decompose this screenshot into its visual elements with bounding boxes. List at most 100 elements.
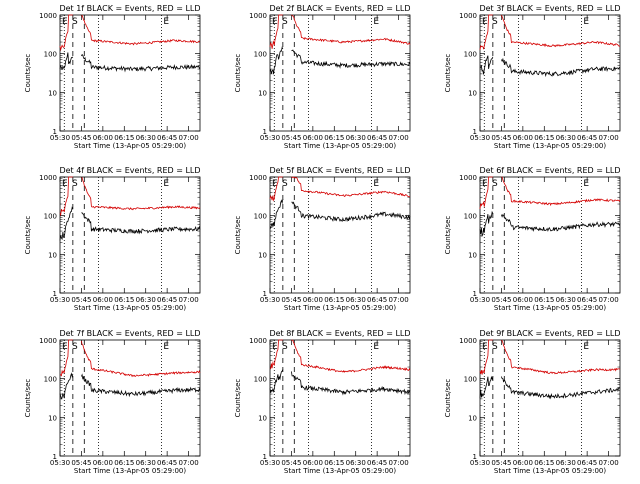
marker-label: E <box>373 342 379 352</box>
x-tick-label: 06:30 <box>346 296 366 304</box>
detector-panel: Det 4f BLACK = Events, RED = LLD 1 10 100 10… <box>24 166 201 312</box>
y-tick-label: 1000 <box>459 337 477 345</box>
lld-series-line <box>81 177 201 211</box>
x-axis-label: Start Time (13-Apr-05 05:29:00) <box>74 142 186 150</box>
marker-label: S <box>282 17 288 27</box>
x-tick-label: 06:00 <box>93 459 113 467</box>
marker-label: S <box>282 342 288 352</box>
y-tick-label: 10 <box>258 89 267 97</box>
x-tick-label: 06:15 <box>324 134 344 142</box>
lld-series-line <box>269 339 283 370</box>
marker-label: E <box>272 342 278 352</box>
x-tick-label: 06:45 <box>367 296 387 304</box>
x-tick-label: 07:00 <box>178 296 198 304</box>
y-tick-label: 100 <box>44 213 57 221</box>
x-tick-label: 07:00 <box>388 296 408 304</box>
y-tick-label: 1 <box>53 453 57 461</box>
marker-label: E <box>482 342 488 352</box>
events-series-line <box>291 49 411 69</box>
plot-frame <box>59 339 201 457</box>
detector-panel: Det 9f BLACK = Events, RED = LLD 1 10 100 10… <box>444 329 621 475</box>
detector-panel: Det 6f BLACK = Events, RED = LLD 1 10 100 10… <box>444 166 621 312</box>
y-axis-label: Counts/sec <box>24 379 32 418</box>
x-axis-label: Start Time (13-Apr-05 05:29:00) <box>74 467 186 475</box>
events-series-line <box>269 369 284 394</box>
lld-series-line <box>269 176 283 202</box>
y-tick-label: 10 <box>468 251 477 259</box>
x-tick-label: 07:00 <box>598 296 618 304</box>
x-tick-label: 06:15 <box>324 459 344 467</box>
detector-panel: Det 5f BLACK = Events, RED = LLD 1 10 100 10… <box>234 166 411 312</box>
y-tick-label: 1000 <box>39 174 57 182</box>
x-tick-label: 06:30 <box>136 134 156 142</box>
x-tick-label: 05:30 <box>50 296 70 304</box>
marker-label: E <box>62 17 68 27</box>
x-tick-label: 06:30 <box>556 296 576 304</box>
y-tick-label: 100 <box>44 51 57 59</box>
x-tick-label: 07:00 <box>598 459 618 467</box>
x-tick-label: 05:30 <box>260 134 280 142</box>
plot-frame <box>59 176 201 294</box>
x-tick-label: 05:45 <box>71 459 91 467</box>
y-tick-label: 1 <box>473 453 477 461</box>
panel-title: Det 7f BLACK = Events, RED = LLD <box>59 329 200 338</box>
x-tick-label: 06:00 <box>513 296 533 304</box>
x-tick-label: 06:45 <box>367 134 387 142</box>
detector-panel: Det 3f BLACK = Events, RED = LLD 1 10 100 10… <box>444 4 621 150</box>
x-axis-label: Start Time (13-Apr-05 05:29:00) <box>74 304 186 312</box>
x-tick-label: 07:00 <box>598 134 618 142</box>
x-tick-label: 05:30 <box>470 296 490 304</box>
x-axis-label: Start Time (13-Apr-05 05:29:00) <box>494 304 606 312</box>
marker-label: E <box>272 179 278 189</box>
plot-frame <box>59 14 201 132</box>
x-tick-label: 06:45 <box>157 296 177 304</box>
events-series-line <box>59 372 74 400</box>
marker-label: E <box>482 17 488 27</box>
plot-frame <box>269 176 411 294</box>
x-tick-label: 05:45 <box>281 459 301 467</box>
x-tick-label: 05:45 <box>281 296 301 304</box>
x-tick-label: 07:00 <box>388 134 408 142</box>
x-tick-label: 06:15 <box>534 296 554 304</box>
x-tick-label: 06:45 <box>367 459 387 467</box>
marker-label: E <box>583 17 589 27</box>
marker-label: E <box>583 179 589 189</box>
y-tick-label: 100 <box>464 51 477 59</box>
y-tick-label: 1000 <box>249 12 267 20</box>
lld-series-line <box>81 340 201 378</box>
marker-label: E <box>583 342 589 352</box>
lld-series-line <box>291 176 411 198</box>
lld-series-line <box>291 339 411 373</box>
plot-frame <box>479 14 621 132</box>
x-tick-label: 06:30 <box>136 459 156 467</box>
lld-series-line <box>291 14 411 45</box>
y-tick-label: 100 <box>254 376 267 384</box>
y-tick-label: 100 <box>44 376 57 384</box>
panel-title: Det 8f BLACK = Events, RED = LLD <box>269 329 410 338</box>
x-axis-label: Start Time (13-Apr-05 05:29:00) <box>494 467 606 475</box>
events-series-line <box>81 373 201 398</box>
lld-series-line <box>59 176 73 217</box>
lld-series-line <box>501 176 621 207</box>
panel-title: Det 6f BLACK = Events, RED = LLD <box>479 166 620 175</box>
panel-title: Det 4f BLACK = Events, RED = LLD <box>59 166 200 175</box>
x-tick-label: 06:15 <box>114 134 134 142</box>
y-tick-label: 1 <box>473 128 477 136</box>
lld-series-line <box>501 14 621 48</box>
panel-title: Det 9f BLACK = Events, RED = LLD <box>479 329 620 338</box>
events-series-line <box>291 201 411 223</box>
marker-label: S <box>282 179 288 189</box>
marker-label: E <box>62 342 68 352</box>
y-tick-label: 10 <box>258 251 267 259</box>
lld-series-line <box>81 14 201 46</box>
x-tick-label: 06:00 <box>93 296 113 304</box>
marker-label: E <box>482 179 488 189</box>
x-tick-label: 06:45 <box>577 134 597 142</box>
panel-title: Det 1f BLACK = Events, RED = LLD <box>59 4 200 13</box>
y-tick-label: 1000 <box>249 337 267 345</box>
x-axis-label: Start Time (13-Apr-05 05:29:00) <box>494 142 606 150</box>
plot-frame <box>269 14 411 132</box>
x-tick-label: 06:30 <box>346 134 366 142</box>
x-tick-label: 06:30 <box>136 296 156 304</box>
